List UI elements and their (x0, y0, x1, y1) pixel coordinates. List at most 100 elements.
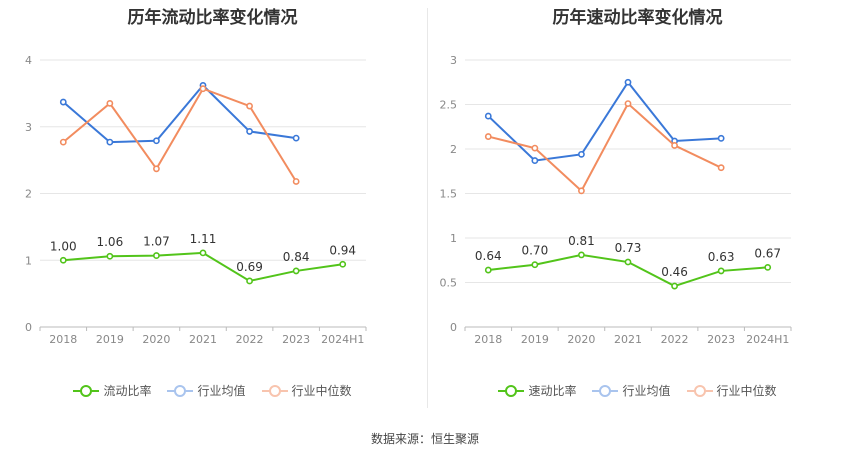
legend-marker-icon (261, 384, 288, 398)
current-ratio-chart: 历年流动比率变化情况 0 1 2 3 4 2018 2019 2020 2021 2022 2023… (0, 0, 425, 420)
data-point-industry_median (624, 100, 632, 108)
data-source-note: 数据来源：恒生聚源 (370, 432, 479, 446)
data-point-industry_median (153, 165, 160, 173)
data-point-company (531, 261, 539, 269)
data-label: 0.70 (521, 244, 548, 258)
data-point-industry_avg (153, 137, 160, 145)
legend-item-industry-avg[interactable]: 行业均值 (592, 382, 671, 399)
y-tick-label: 1 (25, 254, 32, 267)
legend-marker-icon (686, 384, 713, 398)
data-point-industry_median (59, 138, 67, 146)
data-point-industry_median (484, 133, 492, 140)
data-point-industry_median (578, 187, 585, 195)
x-tick-label: 2019 (521, 333, 549, 346)
x-tick-label: 2020 (142, 333, 170, 346)
legend-marker-icon (167, 384, 194, 398)
legend-item-quick-ratio[interactable]: 速动比率 (498, 382, 576, 399)
y-tick-label: 2 (450, 143, 457, 156)
legend: 流动比率 行业均值 行业中位数 (0, 382, 425, 399)
data-point-company (199, 249, 207, 257)
data-label: 0.81 (568, 234, 595, 248)
data-point-company (292, 267, 300, 275)
legend-label: 速动比率 (528, 384, 577, 398)
data-label: 1.06 (96, 235, 123, 249)
legend: 速动比率 行业均值 行业中位数 (425, 382, 850, 399)
x-tick-label: 2021 (614, 333, 642, 346)
legend-item-industry-median[interactable]: 行业中位数 (686, 382, 777, 399)
data-label: 1.11 (190, 232, 217, 246)
y-tick-label: 0 (450, 321, 457, 334)
data-point-company (764, 263, 772, 271)
x-tick-label: 2024H1 (321, 333, 364, 346)
y-tick-label: 2 (25, 188, 32, 201)
y-tick-label: 4 (25, 54, 32, 67)
data-point-company (59, 256, 67, 264)
x-tick-label: 2018 (474, 333, 502, 346)
data-point-industry_avg (578, 150, 585, 158)
data-label: 0.63 (708, 250, 735, 264)
data-point-company (106, 252, 114, 260)
data-point-company (624, 258, 632, 266)
data-point-industry_median (531, 144, 539, 152)
panel-divider (427, 8, 428, 408)
data-point-company (671, 282, 678, 290)
data-point-industry_avg (106, 138, 114, 146)
data-point-industry_avg (717, 134, 725, 142)
x-tick-label: 2023 (707, 333, 735, 346)
x-tick-label: 2021 (189, 333, 217, 346)
y-tick-label: 0 (25, 321, 32, 334)
y-tick-label: 2.5 (440, 99, 458, 112)
data-label: 0.73 (615, 241, 642, 255)
data-point-industry_median (199, 85, 207, 93)
series-line-industry_avg (487, 80, 722, 162)
x-tick-label: 2023 (282, 333, 310, 346)
x-tick-label: 2024H1 (746, 333, 789, 346)
data-point-industry_avg (292, 134, 300, 142)
x-tick-label: 2018 (49, 333, 77, 346)
data-label: 0.46 (661, 265, 688, 279)
y-tick-label: 3 (25, 121, 32, 134)
chart-title: 历年速动比率变化情况 (552, 8, 723, 28)
data-label: 0.64 (475, 249, 502, 263)
series-line-industry_avg (62, 83, 297, 144)
data-point-company (578, 251, 585, 259)
data-label: 0.69 (236, 260, 263, 274)
data-point-industry_avg (246, 128, 253, 135)
legend-label: 流动比率 (103, 384, 152, 398)
y-tick-label: 3 (450, 54, 457, 67)
legend-item-industry-median[interactable]: 行业中位数 (261, 382, 352, 399)
legend-item-current-ratio[interactable]: 流动比率 (73, 382, 151, 399)
quick-ratio-chart: 历年速动比率变化情况 0 0.5 1 1.5 2 2.5 3 2018 2019 2020 2021… (425, 0, 850, 420)
data-point-industry_avg (484, 112, 492, 120)
x-tick-label: 2022 (236, 333, 264, 346)
data-point-industry_avg (531, 157, 539, 164)
data-point-company (153, 252, 160, 259)
legend-item-industry-avg[interactable]: 行业均值 (167, 382, 246, 399)
x-tick-label: 2020 (567, 333, 595, 346)
legend-label: 行业中位数 (291, 384, 352, 398)
y-tick-label: 1 (450, 232, 457, 245)
quick-ratio-plot: 0 0.5 1 1.5 2 2.5 3 2018 2019 2020 2021 2022 2023 202… (440, 54, 792, 346)
data-point-industry_median (717, 164, 725, 172)
data-point-industry_median (292, 178, 300, 185)
series-line-industry_median (488, 102, 722, 193)
data-label: 0.67 (754, 246, 781, 260)
data-point-company (339, 260, 347, 268)
data-point-industry_median (106, 99, 114, 107)
y-tick-label: 1.5 (440, 188, 458, 201)
x-tick-label: 2022 (661, 333, 689, 346)
legend-marker-icon (73, 384, 100, 398)
data-point-company (246, 277, 253, 285)
data-point-industry_avg (59, 98, 67, 106)
legend-label: 行业均值 (197, 384, 246, 398)
y-tick-label: 0.5 (440, 277, 458, 290)
data-point-company (717, 267, 725, 275)
data-point-company (484, 266, 492, 274)
current-ratio-plot: 0 1 2 3 4 2018 2019 2020 2021 2022 2023 2024H1 1.00 1… (25, 54, 367, 346)
data-label: 1.00 (50, 239, 77, 253)
x-tick-label: 2019 (96, 333, 124, 346)
data-label: 0.84 (283, 250, 310, 264)
legend-marker-icon (498, 384, 525, 398)
legend-marker-icon (592, 384, 619, 398)
data-label: 0.94 (329, 243, 356, 257)
